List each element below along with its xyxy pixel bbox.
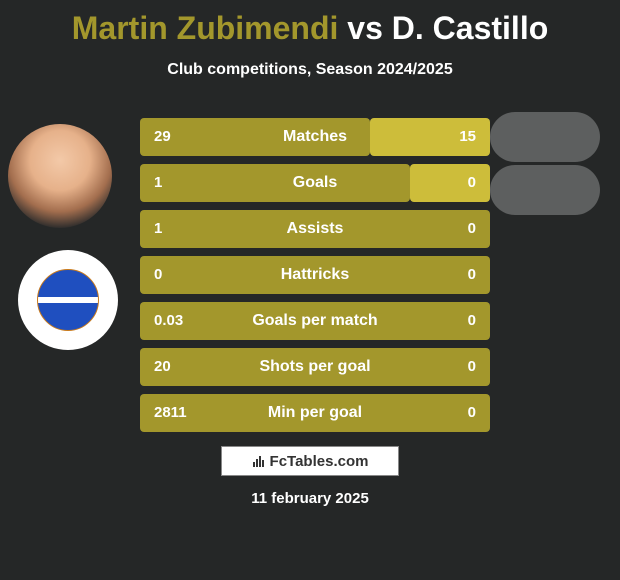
stat-row: 1 Goals 0 [140,164,490,202]
player1-club-badge [18,250,118,350]
player1-avatar [8,124,112,228]
stats-bars: 29Matches151Goals01Assists00Hattricks00.… [140,118,490,440]
player2-value: 0 [468,348,476,386]
player1-value: 29 [154,118,171,156]
stat-row: 2811 Min per goal 0 [140,394,490,432]
player2-value: 0 [468,256,476,294]
player1-value: 0.03 [154,302,183,340]
source-logo: FcTables.com [221,446,399,476]
stat-row: 0 Hattricks 0 [140,256,490,294]
stat-row: 29 Matches 15 [140,118,490,156]
chart-icon [252,454,266,468]
player1-value: 0 [154,256,162,294]
player2-value: 0 [468,302,476,340]
stat-label: Assists [287,220,344,237]
player2-bar [410,164,490,202]
player2-club-placeholder [490,165,600,215]
player1-name: Martin Zubimendi [72,10,339,46]
stat-row: 20 Shots per goal 0 [140,348,490,386]
player1-value: 20 [154,348,171,386]
player2-value: 0 [468,164,476,202]
stat-label: Goals per match [252,312,377,329]
player1-value: 1 [154,164,162,202]
player1-value: 2811 [154,394,187,432]
player2-value: 15 [459,118,476,156]
player1-value: 1 [154,210,162,248]
stat-label: Shots per goal [259,358,370,375]
stat-row: 1 Assists 0 [140,210,490,248]
player2-value: 0 [468,210,476,248]
date-text: 11 february 2025 [0,490,620,507]
vs-text: vs [347,10,383,46]
player2-name: D. Castillo [392,10,548,46]
player1-bar [140,164,410,202]
player2-value: 0 [468,394,476,432]
player2-avatar-placeholder [490,112,600,162]
stat-label: Matches [283,128,347,145]
comparison-title: Martin Zubimendi vs D. Castillo [0,0,620,47]
stat-label: Min per goal [268,404,362,421]
stat-row: 0.03 Goals per match 0 [140,302,490,340]
stat-label: Hattricks [281,266,349,283]
logo-text: FcTables.com [270,453,369,470]
subtitle: Club competitions, Season 2024/2025 [0,61,620,79]
stat-label: Goals [293,174,337,191]
